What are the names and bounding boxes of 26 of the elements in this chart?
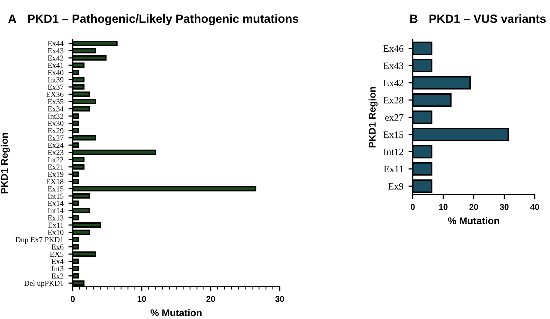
y-tick-label: Ex28 bbox=[384, 97, 404, 104]
y-axis-title: PKD1 Region bbox=[0, 133, 10, 194]
x-tick-label: 0 bbox=[411, 204, 415, 210]
y-tick-label: Ex43 bbox=[384, 62, 404, 70]
x-tick-label: 30 bbox=[500, 204, 509, 210]
x-tick-label: 30 bbox=[276, 296, 284, 302]
chart-title: PKD1 – VUS variants bbox=[430, 14, 546, 24]
x-tick-label: 10 bbox=[138, 296, 146, 302]
x-tick-label: 20 bbox=[470, 204, 478, 210]
text: A bbox=[8, 14, 16, 24]
y-tick-label: Ex42 bbox=[384, 80, 404, 86]
x-axis-title: % Mutation bbox=[448, 217, 500, 224]
x-tick-label: 40 bbox=[530, 204, 540, 210]
y-tick-label: Ex46 bbox=[384, 46, 404, 52]
chart-title: PKD1 – Pathogenic/Likely Pathogenic mutations bbox=[28, 14, 299, 26]
text: B bbox=[410, 14, 418, 24]
x-tick-label: 0 bbox=[71, 296, 75, 302]
x-tick-label: 20 bbox=[206, 296, 216, 302]
y-tick-label: Int12 bbox=[384, 148, 404, 156]
y-tick-label: Ex9 bbox=[388, 183, 404, 190]
y-tick-label: ex27 bbox=[385, 114, 404, 121]
y-tick-label: Ex11 bbox=[384, 166, 404, 173]
x-tick-label: 10 bbox=[439, 204, 448, 210]
x-axis-title: % Mutation bbox=[150, 309, 202, 316]
y-axis-title: PKD1 Region bbox=[368, 87, 378, 148]
y-tick-label: Ex15 bbox=[384, 132, 404, 138]
